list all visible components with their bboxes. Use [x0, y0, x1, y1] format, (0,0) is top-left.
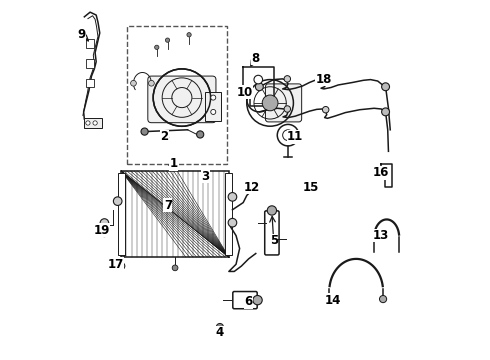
Circle shape — [284, 106, 291, 112]
FancyBboxPatch shape — [233, 292, 257, 309]
Text: 4: 4 — [216, 326, 224, 339]
Circle shape — [187, 33, 191, 37]
Circle shape — [267, 206, 276, 215]
Text: 18: 18 — [316, 73, 332, 86]
Bar — [126, 26, 227, 164]
Circle shape — [155, 45, 159, 49]
Text: 16: 16 — [373, 166, 390, 179]
Circle shape — [284, 76, 291, 82]
Circle shape — [196, 131, 204, 138]
FancyBboxPatch shape — [266, 84, 302, 122]
Circle shape — [118, 262, 125, 270]
Circle shape — [228, 219, 237, 227]
Circle shape — [216, 323, 223, 330]
Text: 13: 13 — [373, 229, 390, 242]
Bar — [122, 171, 229, 257]
Circle shape — [382, 108, 390, 116]
Circle shape — [218, 332, 222, 336]
Text: 12: 12 — [244, 181, 260, 194]
Text: 6: 6 — [245, 296, 253, 309]
Circle shape — [141, 128, 148, 135]
Circle shape — [253, 296, 262, 305]
Circle shape — [86, 121, 90, 125]
Circle shape — [326, 296, 333, 303]
Circle shape — [255, 83, 263, 91]
Text: 1: 1 — [169, 157, 177, 170]
Text: 19: 19 — [94, 224, 110, 237]
Bar — [118, 173, 125, 255]
Circle shape — [172, 265, 178, 271]
Circle shape — [131, 80, 136, 86]
Circle shape — [382, 83, 390, 91]
Circle shape — [93, 121, 97, 125]
Circle shape — [166, 38, 170, 42]
FancyBboxPatch shape — [148, 76, 216, 123]
Bar — [84, 118, 101, 128]
FancyBboxPatch shape — [265, 211, 279, 255]
Text: 14: 14 — [325, 294, 341, 307]
Circle shape — [113, 197, 122, 206]
Text: 7: 7 — [164, 199, 172, 212]
Bar — [87, 40, 94, 48]
Text: 3: 3 — [201, 170, 210, 183]
Circle shape — [148, 80, 154, 86]
Text: 9: 9 — [78, 28, 86, 41]
Circle shape — [384, 173, 390, 179]
Text: 15: 15 — [303, 181, 319, 194]
Circle shape — [101, 229, 108, 237]
Text: 8: 8 — [252, 51, 260, 64]
Text: 11: 11 — [287, 130, 303, 144]
Circle shape — [262, 95, 278, 111]
Text: 17: 17 — [108, 258, 124, 271]
Text: 2: 2 — [160, 130, 169, 144]
Bar — [205, 92, 221, 121]
Circle shape — [228, 193, 237, 201]
Circle shape — [322, 107, 329, 113]
Bar — [87, 59, 94, 68]
Circle shape — [100, 219, 109, 227]
Circle shape — [211, 109, 216, 114]
Circle shape — [254, 75, 263, 84]
Text: 5: 5 — [270, 234, 278, 247]
Text: 10: 10 — [237, 86, 253, 99]
Circle shape — [379, 296, 387, 303]
Circle shape — [322, 77, 329, 84]
Circle shape — [211, 95, 216, 100]
Bar — [225, 173, 232, 255]
Bar — [87, 79, 94, 87]
